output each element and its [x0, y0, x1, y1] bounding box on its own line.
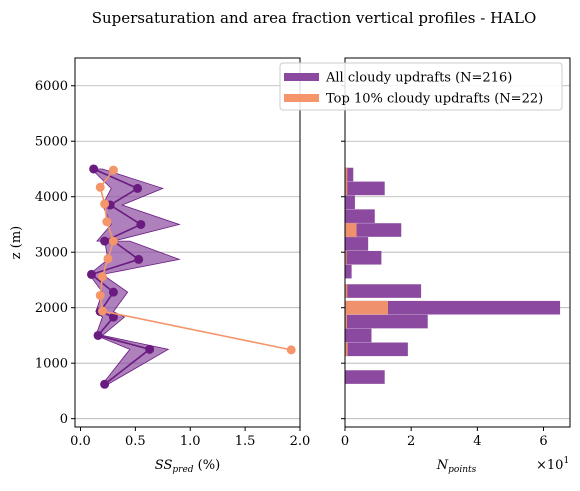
histogram-bar — [345, 237, 369, 251]
y-tick-label: 1000 — [35, 357, 68, 372]
y-tick-label: 3000 — [35, 246, 68, 261]
data-point — [286, 345, 296, 355]
data-point — [100, 199, 110, 209]
axes-frame — [344, 57, 571, 428]
data-point — [93, 330, 103, 340]
data-point — [108, 236, 118, 246]
histogram-panel: 0 2 4 6 Npoints ×101 — [341, 57, 571, 475]
x-tick-label: 4 — [473, 434, 481, 449]
histogram-bar — [345, 284, 348, 298]
legend-label: All cloudy updrafts (N=216) — [325, 71, 512, 86]
histogram-bar — [345, 181, 348, 196]
histogram-bar — [345, 284, 422, 298]
legend-label: Top 10% cloudy updrafts (N=22) — [326, 92, 543, 107]
x-tick-label: 0 — [341, 434, 349, 449]
histogram-bar — [345, 328, 372, 343]
histogram-bar — [345, 300, 561, 315]
data-point — [95, 182, 105, 192]
data-point — [136, 219, 146, 229]
histogram-bar — [345, 223, 402, 237]
data-point — [145, 344, 155, 354]
chart-title: Supersaturation and area fraction vertic… — [92, 9, 537, 27]
histogram-bar — [345, 342, 408, 357]
data-point — [108, 287, 118, 297]
histogram-bar — [345, 167, 348, 182]
legend: All cloudy updrafts (N=216) Top 10% cloud… — [279, 62, 563, 111]
y-tick-label: 4000 — [35, 190, 68, 205]
histogram-bar — [345, 181, 385, 196]
histogram-bar — [345, 342, 348, 357]
legend-box — [279, 62, 563, 111]
legend-swatch — [284, 94, 319, 102]
axes-frame — [74, 57, 301, 428]
x-tick-label: 1.5 — [235, 434, 256, 449]
histogram-bar — [345, 209, 375, 223]
series-line-1 — [99, 169, 292, 351]
histogram-bar — [345, 370, 385, 384]
histogram-bar — [345, 195, 355, 210]
data-point — [103, 254, 113, 264]
data-point — [100, 236, 110, 246]
y-tick-label: 5000 — [35, 135, 68, 150]
y-tick-label: 2000 — [35, 301, 68, 316]
profile-panel: 0.0 0.5 1.0 1.5 2.0 0 1000 2000 3000 4000 5000 6000… — [9, 57, 311, 475]
histogram-bar — [345, 167, 354, 182]
x-tick-label: 2 — [407, 434, 415, 449]
histogram-bar — [345, 223, 357, 237]
x-axis-multiplier: ×101 — [536, 456, 569, 473]
data-point — [89, 164, 99, 174]
x-tick-label: 6 — [539, 434, 547, 449]
x-axis-label: SSpred (%) — [155, 458, 220, 475]
data-point — [108, 165, 118, 175]
histogram-bar — [345, 300, 389, 315]
x-tick-label: 1.0 — [180, 434, 201, 449]
histogram-bar — [345, 250, 347, 265]
y-axis-label: z (m) — [9, 226, 24, 259]
legend-swatch — [284, 73, 319, 81]
data-point — [97, 272, 107, 282]
histogram-bar — [345, 314, 347, 329]
data-point — [100, 379, 110, 389]
data-point — [133, 183, 143, 193]
x-tick-label: 0.0 — [70, 434, 91, 449]
data-point — [108, 312, 118, 322]
x-axis-label: Npoints — [436, 458, 477, 475]
x-tick-label: 0.5 — [125, 434, 146, 449]
histogram-bar — [345, 264, 352, 279]
data-point — [102, 217, 112, 227]
y-tick-label: 6000 — [35, 79, 68, 94]
y-tick-label: 0 — [60, 412, 68, 427]
x-tick-label: 2.0 — [290, 434, 311, 449]
data-point — [134, 254, 144, 264]
data-point — [97, 306, 107, 316]
histogram-bar — [345, 250, 382, 265]
data-point — [86, 269, 96, 279]
histogram-bar — [345, 314, 428, 329]
data-point — [95, 290, 105, 300]
